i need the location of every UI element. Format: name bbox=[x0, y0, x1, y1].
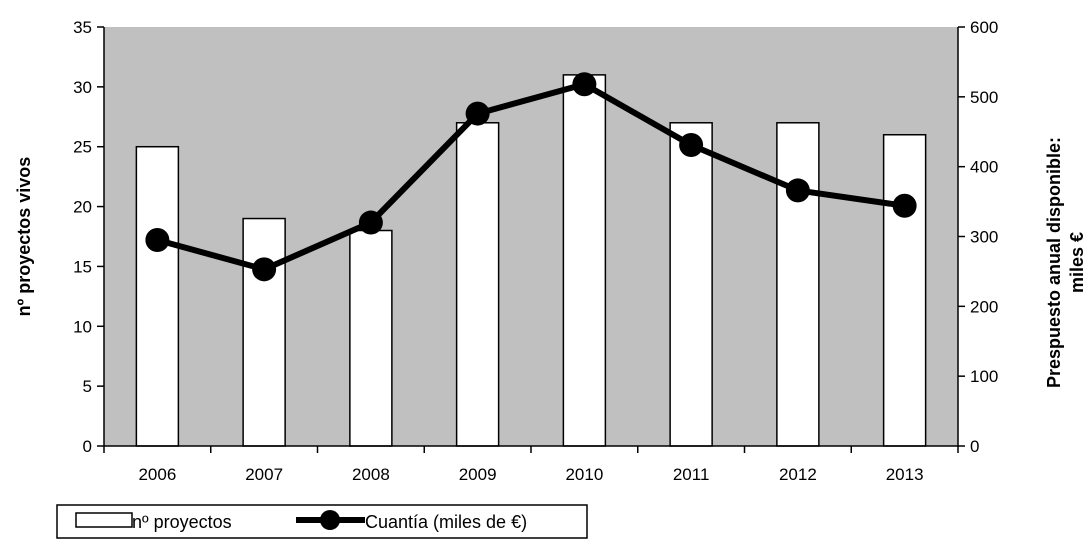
bar-2007 bbox=[242, 217, 286, 447]
line-point-2011 bbox=[679, 133, 704, 158]
x-tick-label: 2009 bbox=[459, 465, 497, 484]
x-tick-label: 2008 bbox=[352, 465, 390, 484]
y-tick-label: 25 bbox=[73, 138, 92, 157]
line-point-2013 bbox=[892, 193, 917, 218]
x-tick-label: 2007 bbox=[245, 465, 283, 484]
legend: nº proyectos Cuantía (miles de €) bbox=[56, 504, 588, 539]
y-tick-label: 30 bbox=[73, 78, 92, 97]
y-tick-label: 5 bbox=[83, 377, 92, 396]
line-series bbox=[145, 72, 917, 282]
legend-line-label: Cuantía (miles de €) bbox=[365, 512, 527, 532]
line-point-2009 bbox=[465, 101, 490, 126]
bar-2012 bbox=[776, 122, 820, 447]
line-point-2006 bbox=[145, 227, 170, 252]
y-tick-label: 0 bbox=[83, 437, 92, 456]
line-path bbox=[156, 81, 906, 273]
x-tick-label: 2011 bbox=[673, 465, 710, 484]
x-tick-label: 2010 bbox=[565, 465, 603, 484]
y2-tick-label: 200 bbox=[970, 297, 998, 316]
y-tick-label: 15 bbox=[73, 257, 92, 276]
y2-tick-label: 300 bbox=[970, 228, 998, 247]
x-tick-label: 2013 bbox=[886, 465, 924, 484]
x-tick-label: 2006 bbox=[138, 465, 176, 484]
line-point-2012 bbox=[785, 178, 810, 203]
legend-bar-swatch bbox=[75, 512, 133, 528]
legend-line-marker bbox=[320, 510, 340, 530]
bar-2010 bbox=[562, 74, 607, 447]
bar-2006 bbox=[135, 145, 180, 447]
axes: 0 5 10 15 20 25 30 35 0 100 200 300 400 500 600 2006 200… bbox=[73, 18, 998, 484]
y2-tick-label: 600 bbox=[970, 18, 998, 37]
y-tick-label: 10 bbox=[73, 317, 92, 336]
y2-axis-title-line1: Prespuesto anual disponible: bbox=[1044, 137, 1064, 388]
y2-tick-label: 0 bbox=[970, 437, 979, 456]
plot-area bbox=[104, 27, 958, 446]
y2-tick-label: 400 bbox=[970, 158, 998, 177]
y-tick-label: 35 bbox=[73, 18, 92, 37]
bar-series bbox=[135, 74, 927, 447]
line-point-2007 bbox=[252, 257, 277, 282]
bar-2009 bbox=[455, 122, 500, 447]
line-point-2010 bbox=[572, 72, 597, 97]
x-tick-label: 2012 bbox=[779, 465, 817, 484]
bar-2011 bbox=[669, 122, 713, 447]
bar-2013 bbox=[882, 133, 927, 447]
bar-2008 bbox=[349, 229, 393, 447]
y2-axis-title-line2: miles € bbox=[1067, 232, 1087, 293]
line-point-2008 bbox=[358, 210, 383, 235]
legend-bar-label: nº proyectos bbox=[132, 512, 232, 532]
y2-tick-label: 500 bbox=[970, 88, 998, 107]
y-axis-title: nº proyectos vivos bbox=[14, 157, 34, 317]
y-tick-label: 20 bbox=[73, 198, 92, 217]
y2-tick-label: 100 bbox=[970, 367, 998, 386]
